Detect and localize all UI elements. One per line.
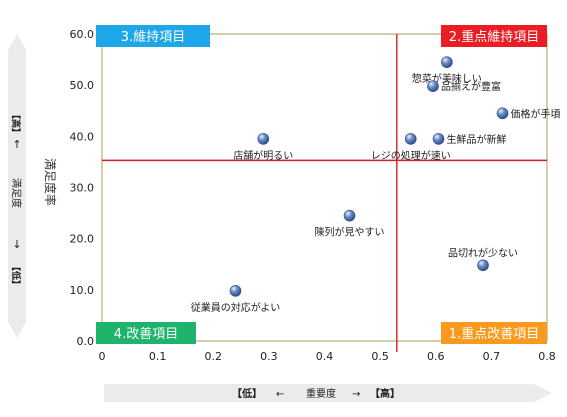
quadrant-label: 4.改善項目 <box>114 326 178 342</box>
data-point <box>441 56 453 68</box>
quadrant-labels: 3.維持項目 2.重点維持項目 4.改善項目 1.重点改善項目 <box>96 25 547 344</box>
data-point <box>496 107 509 120</box>
x-tick-label: 0 <box>99 350 106 363</box>
quadrant-dividers <box>102 34 547 352</box>
data-point-label: 店舗が明るい <box>233 149 293 162</box>
quadrant-label: 2.重点維持項目 <box>449 29 539 45</box>
quadrant-label-box <box>441 322 547 344</box>
data-point <box>229 285 242 297</box>
y-tick-label: 20.0 <box>70 233 95 246</box>
x-title-left-arrow: ← <box>276 389 284 400</box>
y-side-low: 【低】 <box>10 262 22 289</box>
quadrant-label: 1.重点改善項目 <box>449 326 539 342</box>
y-side-label: 満足度 <box>10 178 23 208</box>
x-title-low: 【低】 <box>232 387 262 400</box>
data-point-label: 価格が手頃 <box>511 107 561 120</box>
y-tick-label: 50.0 <box>70 79 95 92</box>
data-point-label: 品揃えが豊富 <box>441 80 501 93</box>
data-point <box>432 133 445 145</box>
x-tick-label: 0.2 <box>205 350 223 363</box>
y-tick-label: 0.0 <box>77 335 95 348</box>
data-point <box>404 133 417 145</box>
x-tick-label: 0.6 <box>427 350 445 363</box>
y-ticks: 0.0 10.0 20.0 30.0 40.0 50.0 60.0 <box>70 28 95 348</box>
y-tick-label: 30.0 <box>70 182 95 195</box>
x-tick-label: 0.1 <box>149 350 167 363</box>
data-point-label: 従業員の対応がよい <box>191 301 281 314</box>
data-point-label: 陳列が見やすい <box>315 226 385 239</box>
y-tick-label: 60.0 <box>70 28 95 41</box>
data-point <box>427 80 439 92</box>
x-title-text: 重要度 <box>306 387 336 400</box>
x-title-high: 【高】 <box>370 387 400 400</box>
data-point-label: レジの処理が速い <box>371 149 451 162</box>
x-tick-label: 0.7 <box>483 350 501 363</box>
quadrant-label: 3.維持項目 <box>121 30 185 45</box>
y-arrow-band <box>8 34 26 338</box>
data-point-label: 品切れが少ない <box>448 246 518 259</box>
plot-area <box>101 33 548 342</box>
x-arrow-band <box>104 384 552 402</box>
x-tick-label: 0.4 <box>316 350 334 363</box>
quadrant-label-box <box>96 25 210 47</box>
data-point <box>477 259 489 272</box>
quadrant-label-box <box>441 25 547 47</box>
y-axis-title: 満足度率 <box>43 158 58 206</box>
x-tick-label: 0.5 <box>371 350 389 363</box>
x-tick-label: 0.3 <box>260 350 278 363</box>
x-axis-title: 【低】 ← 重要度 → 【高】 <box>232 387 400 400</box>
x-title-right-arrow: → <box>352 389 360 400</box>
x-ticks: 0 0.1 0.2 0.3 0.4 0.5 0.6 0.7 0.8 <box>99 350 556 363</box>
data-point-label: 生鮮品が新鮮 <box>447 133 507 146</box>
y-tick-label: 10.0 <box>70 284 95 297</box>
y-side-down-arrow: ↓ <box>12 238 21 251</box>
quadrant-label-box <box>96 322 196 344</box>
y-side-high: 【高】 <box>10 110 22 137</box>
data-point <box>257 133 270 145</box>
y-tick-label: 40.0 <box>70 130 95 143</box>
y-side-up-arrow: ↑ <box>12 138 21 151</box>
x-tick-label: 0.8 <box>538 350 556 363</box>
data-point <box>343 209 356 222</box>
